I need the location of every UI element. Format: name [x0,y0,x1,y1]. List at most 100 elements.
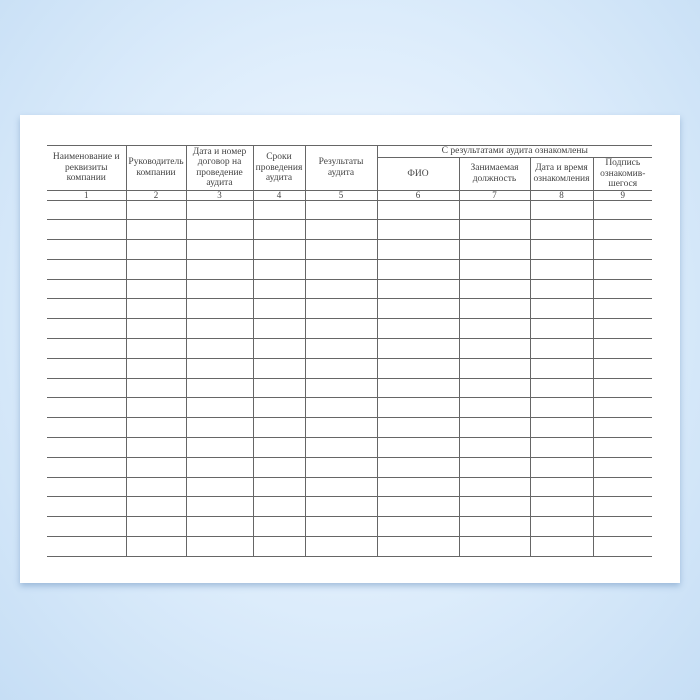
table-cell [125,476,187,498]
table-cell [125,357,187,379]
table-cell [304,199,378,221]
table-cell [592,476,653,498]
table-cell [592,258,653,280]
table-cell [529,278,594,300]
table-cell [458,219,531,241]
table-cell [185,417,254,439]
table-cell [376,258,460,280]
table-cell [304,377,378,399]
table-cell [376,437,460,458]
table-cell [185,219,254,241]
table-cell [376,199,460,221]
table-row [47,239,653,260]
table-cell [304,357,378,379]
table-row [47,357,653,379]
table-cell [304,298,378,320]
table-cell [592,278,653,300]
table-cell [458,239,531,260]
table-cell [304,219,378,241]
column-number: 2 [125,189,187,201]
group-header: С результатами аудита ознакомлены [376,145,653,158]
table-cell [252,318,306,340]
table-cell [458,199,531,221]
table-cell [529,239,594,260]
table-cell [458,377,531,399]
table-cell [458,298,531,320]
table-row [47,219,653,241]
table-cell [304,338,378,359]
table-cell [47,397,127,419]
column-number: 7 [458,189,531,201]
table-cell [125,516,187,538]
table-cell [529,199,594,221]
table-cell [592,536,653,557]
table-row [47,278,653,300]
column-number: 1 [47,189,127,201]
table-cell [529,417,594,439]
table-cell [125,258,187,280]
table-cell [529,258,594,280]
table-cell [304,397,378,419]
table-cell [376,318,460,340]
table-cell [185,377,254,399]
table-cell [125,298,187,320]
table-cell [592,239,653,260]
table-cell [185,397,254,419]
table-cell [458,258,531,280]
col-header-1: Наименование и реквизиты компании [47,145,127,191]
col-header-2: Руководитель компании [125,145,187,191]
table-cell [47,456,127,478]
table-cell [252,357,306,379]
table-cell [529,318,594,340]
table-cell [376,417,460,439]
table-cell [185,536,254,557]
table-row [47,298,653,320]
table-cell [592,496,653,518]
table-cell [529,357,594,379]
table-row [47,516,653,538]
table-cell [376,278,460,300]
table-cell [376,536,460,557]
table-cell [458,496,531,518]
table-cell [185,437,254,458]
table-cell [458,338,531,359]
table-cell [252,476,306,498]
form-page: Наименование и реквизиты компании Руково… [20,115,680,583]
table-cell [47,278,127,300]
table-row [47,199,653,221]
table-cell [185,318,254,340]
table-cell [252,239,306,260]
table-cell [185,516,254,538]
table-cell [185,496,254,518]
table-row [47,536,653,557]
table-cell [47,258,127,280]
table-cell [252,536,306,557]
table-cell [592,338,653,359]
table-cell [185,476,254,498]
table-cell [592,516,653,538]
table-cell [252,496,306,518]
table-cell [252,199,306,221]
table-cell [304,318,378,340]
table-cell [252,456,306,478]
column-number: 8 [529,189,594,201]
table-cell [304,476,378,498]
table-cell [458,357,531,379]
table-cell [125,318,187,340]
column-number: 4 [252,189,306,201]
column-number: 5 [304,189,378,201]
table-cell [529,338,594,359]
table-cell [529,437,594,458]
table-cell [592,437,653,458]
table-cell [592,357,653,379]
table-cell [185,456,254,478]
table-row [47,318,653,340]
table-cell [592,417,653,439]
table-cell [47,199,127,221]
col-header-3: Дата и номер договор на проведение аудит… [185,145,254,191]
table-cell [304,239,378,260]
table-cell [304,417,378,439]
col-header-6: ФИО [377,157,460,191]
table-cell [252,278,306,300]
table-cell [458,318,531,340]
